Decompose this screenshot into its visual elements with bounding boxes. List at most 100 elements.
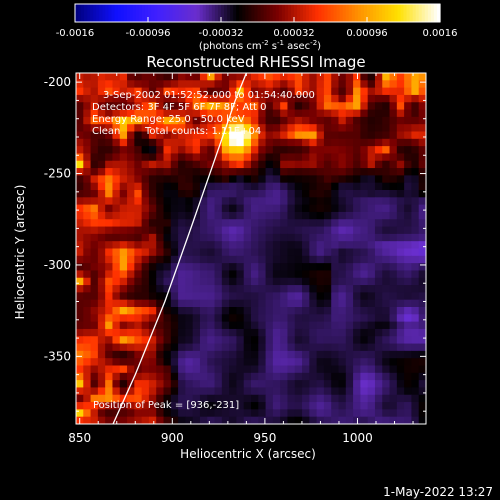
heatmap-cell: [251, 380, 259, 388]
heatmap-cell: [309, 343, 318, 352]
heatmap-cell: [418, 94, 426, 103]
heatmap-cell: [127, 109, 135, 118]
heatmap-cell: [265, 190, 274, 198]
heatmap-cell: [323, 409, 332, 418]
heatmap-cell: [192, 292, 201, 301]
peak-position-annotation: Position of Peak = [936,-231]: [93, 400, 239, 411]
heatmap-cell: [163, 416, 172, 424]
heatmap-cell: [119, 241, 128, 249]
heatmap-cell: [294, 343, 303, 352]
heatmap-cell: [345, 94, 354, 103]
heatmap-cell: [389, 402, 398, 410]
heatmap-cell: [294, 124, 303, 132]
heatmap-cell: [367, 321, 376, 330]
heatmap-cell: [404, 175, 412, 184]
heatmap-cell: [127, 299, 135, 308]
heatmap-cell: [302, 292, 310, 301]
colorbar-cell: [357, 4, 362, 22]
heatmap-cell: [221, 416, 230, 424]
heatmap-cell: [221, 73, 230, 81]
heatmap-cell: [199, 226, 208, 235]
colorbar-cell: [193, 4, 198, 22]
heatmap-cell: [331, 248, 339, 257]
heatmap-cell: [374, 241, 383, 249]
heatmap-cell: [323, 336, 332, 345]
heatmap-cell: [374, 255, 383, 264]
heatmap-cell: [119, 336, 128, 345]
heatmap-cell: [236, 277, 245, 286]
heatmap-cell: [404, 197, 412, 206]
heatmap-cell: [199, 160, 208, 169]
heatmap-cell: [185, 80, 194, 89]
heatmap-cell: [418, 182, 426, 191]
heatmap-cell: [185, 87, 194, 96]
heatmap-cell: [214, 307, 223, 315]
heatmap-cell: [112, 146, 121, 154]
heatmap-cell: [389, 175, 398, 184]
heatmap-cell: [148, 73, 157, 81]
heatmap-cell: [338, 307, 347, 315]
heatmap-cell: [389, 73, 398, 81]
heatmap-cell: [265, 146, 274, 154]
heatmap-cell: [418, 299, 426, 308]
heatmap-cell: [404, 336, 412, 345]
heatmap-cell: [178, 328, 186, 337]
heatmap-cell: [345, 182, 354, 191]
heatmap-cell: [382, 343, 391, 352]
heatmap-cell: [309, 102, 318, 111]
heatmap-cell: [316, 270, 325, 279]
heatmap-cell: [382, 138, 391, 147]
heatmap-cell: [207, 343, 216, 352]
heatmap-cell: [272, 380, 281, 388]
heatmap-cell: [294, 211, 303, 220]
heatmap-cell: [76, 109, 84, 118]
heatmap-cell: [294, 146, 303, 154]
heatmap-cell: [185, 73, 194, 81]
heatmap-cell: [396, 387, 405, 396]
heatmap-cell: [105, 197, 113, 206]
heatmap-cell: [382, 197, 391, 206]
heatmap-cell: [316, 73, 325, 81]
heatmap-cell: [170, 233, 179, 242]
heatmap-cell: [112, 73, 121, 81]
heatmap-cell: [353, 241, 361, 249]
heatmap-cell: [83, 292, 92, 301]
heatmap-cell: [214, 160, 223, 169]
heatmap-cell: [112, 102, 121, 111]
heatmap-cell: [221, 343, 230, 352]
heatmap-cell: [90, 336, 99, 345]
heatmap-cell: [97, 350, 106, 359]
heatmap-cell: [83, 285, 92, 293]
heatmap-cell: [251, 343, 259, 352]
heatmap-cell: [374, 131, 383, 140]
heatmap-cell: [156, 321, 164, 330]
heatmap-cell: [338, 138, 347, 147]
heatmap-cell: [243, 87, 252, 96]
heatmap-cell: [148, 102, 157, 111]
heatmap-cell: [229, 116, 237, 125]
heatmap-cell: [170, 146, 179, 154]
heatmap-cell: [192, 175, 201, 184]
heatmap-cell: [345, 73, 354, 81]
heatmap-cell: [382, 219, 391, 228]
heatmap-cell: [389, 226, 398, 235]
heatmap-cell: [141, 277, 150, 286]
heatmap-cell: [229, 219, 237, 228]
heatmap-cell: [302, 182, 310, 191]
heatmap-cell: [287, 190, 296, 198]
heatmap-cell: [192, 190, 201, 198]
heatmap-cell: [345, 160, 354, 169]
heatmap-cell: [396, 219, 405, 228]
heatmap-cell: [156, 307, 164, 315]
detectors-annotation: Detectors: 3F 4F 5F 6F 7F 8F; Att 0: [92, 102, 267, 113]
heatmap-cell: [127, 124, 135, 132]
heatmap-cell: [418, 131, 426, 140]
heatmap-cell: [396, 321, 405, 330]
heatmap-cell: [236, 131, 245, 140]
heatmap-cell: [127, 160, 135, 169]
heatmap-cell: [243, 277, 252, 286]
heatmap-cell: [338, 190, 347, 198]
heatmap-cell: [199, 138, 208, 147]
heatmap-cell: [214, 219, 223, 228]
heatmap-cell: [382, 73, 391, 81]
